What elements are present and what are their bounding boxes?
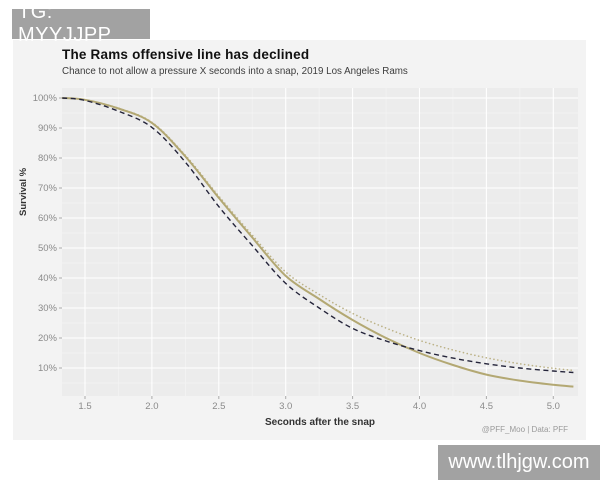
top-left-watermark-badge: TG: MYYJJPP [12, 1, 150, 46]
chart-figure [13, 40, 586, 440]
x-axis-label: Seconds after the snap [264, 417, 376, 428]
bottom-right-url-badge: www.tlhjgw.com [438, 445, 600, 480]
chart-title: The Rams offensive line has declined [62, 47, 310, 62]
credit-watermark: @PFF_Moo | Data: PFF [481, 425, 568, 434]
chart-subtitle: Chance to not allow a pressure X seconds… [62, 66, 408, 77]
